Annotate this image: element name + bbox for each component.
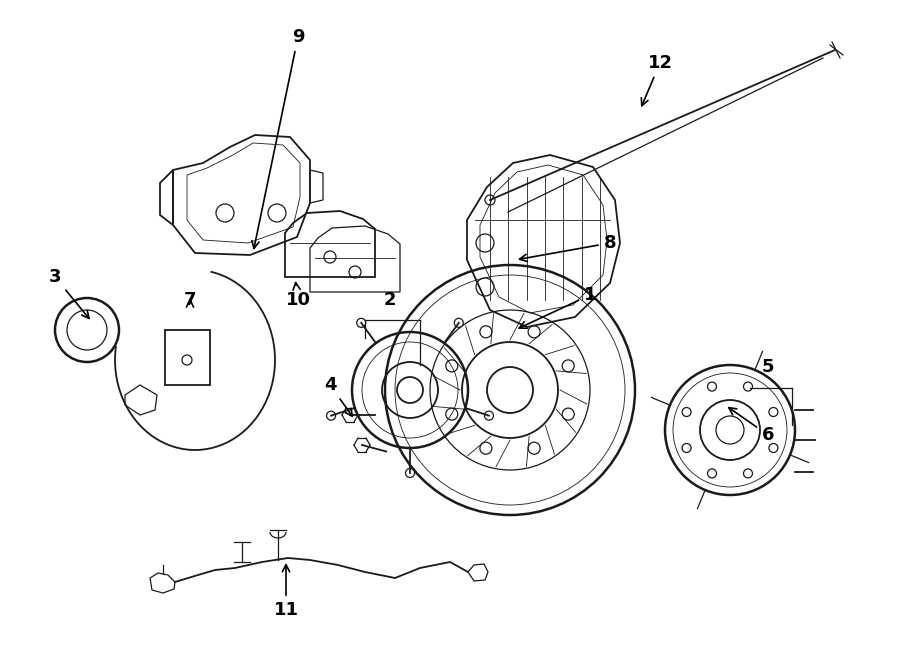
Text: 5: 5 [761, 358, 774, 376]
Circle shape [484, 411, 493, 420]
Circle shape [327, 411, 336, 420]
Text: 9: 9 [252, 28, 304, 249]
Text: 2: 2 [383, 291, 396, 309]
Circle shape [406, 469, 415, 477]
Text: 6: 6 [729, 408, 774, 444]
Text: 7: 7 [184, 291, 196, 309]
Text: 1: 1 [519, 286, 596, 329]
Circle shape [454, 319, 464, 327]
Text: 11: 11 [274, 564, 299, 619]
Text: 4: 4 [324, 376, 352, 416]
Text: 8: 8 [519, 234, 616, 262]
Text: 3: 3 [49, 268, 89, 319]
Circle shape [356, 319, 365, 327]
Text: 10: 10 [285, 283, 310, 309]
Text: 12: 12 [642, 54, 672, 106]
